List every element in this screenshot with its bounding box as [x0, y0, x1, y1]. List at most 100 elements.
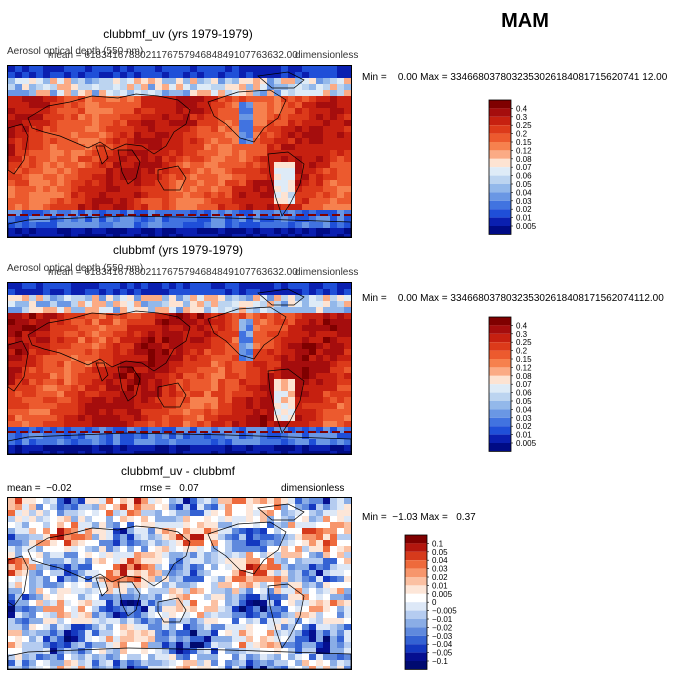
colorbar-swatch — [405, 652, 427, 661]
colorbar-label: 0.3 — [516, 330, 528, 339]
colorbar-swatch — [489, 317, 511, 326]
panel-3-min-label: Min = — [362, 512, 387, 523]
colorbar-swatch — [489, 434, 511, 443]
panel-1-colorbar: 0.4 0.3 0.25 0.2 0.15 0.12 0.08 0.07 0.06 0.05 0.0… — [488, 98, 578, 236]
panel-1-title: clubbmf_uv (yrs 1979-1979) — [103, 27, 253, 41]
colorbar-label: 0.07 — [516, 163, 532, 172]
coastlines — [8, 288, 351, 454]
panel-1-min-max: Min = 0.00 Max = 33466803780323530261840… — [362, 72, 667, 83]
colorbar-label: 0.03 — [432, 565, 448, 574]
colorbar-swatch — [489, 392, 511, 401]
colorbar-label: 0.25 — [516, 338, 532, 347]
colorbar-swatch — [489, 350, 511, 359]
colorbar-label: 0.04 — [516, 188, 532, 197]
colorbar-label: −0.1 — [432, 657, 448, 666]
colorbar-swatch — [489, 167, 511, 176]
panel-2-title: clubbmf (yrs 1979-1979) — [112, 243, 244, 257]
colorbar-label: −0.005 — [432, 607, 457, 616]
colorbar-swatch — [489, 226, 511, 235]
panel-2-min-value: 0.00 — [397, 293, 418, 304]
colorbar-swatch — [489, 342, 511, 351]
colorbar-swatch — [405, 602, 427, 611]
colorbar-label: 0.05 — [516, 397, 532, 406]
colorbar-swatch — [489, 359, 511, 368]
coastlines — [8, 503, 351, 669]
colorbar-label: 0.2 — [516, 130, 528, 139]
colorbar-swatch — [489, 100, 511, 109]
panel-2-map — [7, 282, 352, 455]
colorbar-swatch — [489, 367, 511, 376]
colorbar-label: 0.01 — [516, 214, 532, 223]
field-cells — [8, 283, 351, 454]
colorbar-label: 0.03 — [516, 414, 532, 423]
colorbar-swatch — [489, 142, 511, 151]
panel-2-variable-label: Aerosol optical depth (550 nm) — [7, 263, 144, 274]
colorbar-swatch — [405, 535, 427, 544]
colorbar-swatch — [489, 125, 511, 134]
colorbar-label: 0.06 — [516, 172, 532, 181]
colorbar-label: 0.4 — [516, 321, 528, 330]
colorbar-swatch — [489, 217, 511, 226]
panel-3-mean-label: mean = — [7, 483, 41, 494]
colorbar-label: −0.02 — [432, 623, 453, 632]
colorbar-label: 0.3 — [516, 113, 528, 122]
colorbar-swatch — [405, 560, 427, 569]
colorbar-swatch — [405, 568, 427, 577]
colorbar-label: 0.15 — [516, 355, 532, 364]
colorbar-swatch — [405, 585, 427, 594]
colorbar-label: 0.2 — [516, 347, 528, 356]
field-cells — [8, 498, 351, 669]
panel-3-max-value: 0.37 — [456, 512, 476, 523]
panel-3-min-max: Min = −1.03 Max = 0.37 — [362, 512, 476, 523]
colorbar-label: 0.05 — [432, 548, 448, 557]
colorbar-label: 0.005 — [432, 590, 453, 599]
panel-3-rmse-value: 0.07 — [179, 483, 199, 494]
colorbar-swatch — [489, 158, 511, 168]
panel-3-min-value: −1.03 — [392, 512, 418, 523]
panel-1-map — [7, 65, 352, 238]
colorbar-swatch — [405, 543, 427, 552]
colorbar-swatch — [489, 200, 511, 210]
panel-1-min-label: Min = — [362, 72, 387, 83]
colorbar-label: 0.15 — [516, 138, 532, 147]
colorbar-swatch — [405, 551, 427, 561]
panel-2-units-label: dimensionless — [295, 267, 359, 278]
colorbar-swatch — [489, 375, 511, 385]
colorbar-swatch — [405, 661, 427, 670]
panel-3-mean-value: −0.02 — [46, 483, 72, 494]
colorbar-swatch — [405, 619, 427, 628]
colorbar-swatch — [489, 184, 511, 193]
field-cells — [8, 66, 351, 237]
coastlines — [8, 71, 351, 237]
colorbar-label: 0.04 — [432, 556, 448, 565]
colorbar-label: 0.01 — [516, 431, 532, 440]
colorbar-label: 0.005 — [516, 439, 537, 448]
colorbar-label: 0.05 — [516, 180, 532, 189]
colorbar-label: 0.25 — [516, 121, 532, 130]
colorbar-swatch — [489, 417, 511, 427]
colorbar-swatch — [489, 426, 511, 435]
colorbar-swatch — [489, 384, 511, 393]
colorbar-label: 0.08 — [516, 372, 532, 381]
colorbar-swatch — [489, 116, 511, 126]
colorbar-swatch — [405, 627, 427, 636]
colorbar-label: 0.07 — [516, 380, 532, 389]
season-title: MAM — [501, 10, 549, 32]
colorbar-label: 0.12 — [516, 146, 532, 155]
colorbar-label: 0.03 — [516, 197, 532, 206]
colorbar-label: 0 — [432, 598, 437, 607]
panel-3-title: clubbmf_uv - clubbmf — [120, 464, 236, 478]
panel-2-mean-label: mean = 618341678802117675794684849107763… — [48, 267, 298, 278]
panel-3-mean: mean = −0.02 — [7, 483, 72, 494]
colorbar-swatch — [489, 409, 511, 418]
panel-3-map — [7, 497, 352, 670]
colorbar-label: 0.04 — [516, 405, 532, 414]
panel-1-variable-label: Aerosol optical depth (550 nm) — [7, 46, 144, 57]
colorbar-label: −0.03 — [432, 632, 453, 641]
colorbar-swatch — [489, 401, 511, 410]
panel-2-colorbar: 0.4 0.3 0.25 0.2 0.15 0.12 0.08 0.07 0.06 0.05 0.0… — [488, 315, 578, 453]
colorbar-label: −0.01 — [432, 615, 453, 624]
colorbar-swatch — [489, 209, 511, 218]
colorbar-label: 0.02 — [516, 422, 532, 431]
colorbar-swatch — [405, 577, 427, 586]
